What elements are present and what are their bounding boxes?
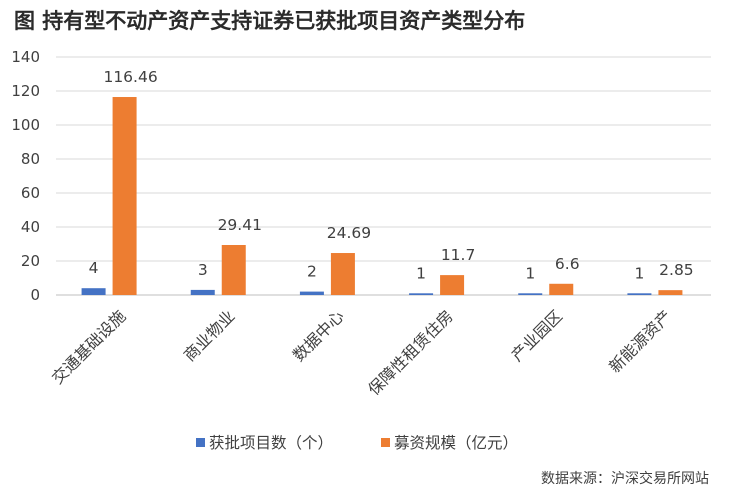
y-tick-label: 20 (21, 252, 40, 270)
y-tick-label: 140 (11, 48, 40, 66)
data-label: 1 (416, 264, 426, 282)
data-label: 2 (307, 263, 317, 281)
legend-swatch (196, 438, 205, 447)
bar-project-count (518, 293, 543, 295)
data-labels: 4 116.46 3 29.41 2 24.69 1 11.7 1 6.6 1 2.85 (89, 68, 694, 282)
x-tick-label: 数据中心 (289, 306, 348, 365)
x-tick-label: 新能源资产 (605, 306, 675, 376)
x-tick-label: 保障性租赁住房 (364, 306, 457, 399)
x-axis-categories: 交通基础设施 商业物业 数据中心 保障性租赁住房 产业园区 新能源资产 (48, 306, 675, 399)
data-label: 29.41 (218, 216, 262, 234)
chart-title: 图 持有型不动产资产支持证券已获批项目资产类型分布 (14, 9, 525, 33)
y-tick-label: 100 (11, 116, 40, 134)
x-tick-label: 商业物业 (180, 306, 239, 365)
y-axis-ticks: 0 20 40 60 80 100 120 140 (11, 48, 40, 304)
y-tick-label: 40 (21, 218, 40, 236)
y-tick-label: 0 (30, 286, 40, 304)
bars (81, 97, 683, 295)
data-label: 24.69 (327, 224, 371, 242)
bar-project-count (81, 288, 106, 295)
data-label: 2.85 (659, 261, 694, 279)
bar-funding-scale (221, 245, 246, 295)
x-tick-label: 交通基础设施 (48, 306, 129, 387)
bar-funding-scale (330, 253, 355, 295)
bar-project-count (190, 289, 215, 295)
legend: 获批项目数（个） 募资规模（亿元） (196, 434, 518, 452)
legend-label: 募资规模（亿元） (394, 434, 518, 452)
data-label: 1 (634, 264, 644, 282)
data-label: 1 (525, 264, 535, 282)
bar-project-count (627, 293, 652, 295)
y-tick-label: 120 (11, 82, 40, 100)
bar-funding-scale (112, 97, 137, 295)
bar-project-count (409, 293, 434, 295)
gridlines (56, 56, 711, 296)
data-label: 11.7 (441, 246, 476, 264)
data-label: 3 (198, 261, 208, 279)
bar-project-count (299, 291, 324, 295)
data-label: 116.46 (103, 68, 157, 86)
legend-label: 获批项目数（个） (209, 434, 333, 452)
x-tick-label: 产业园区 (507, 306, 566, 365)
y-tick-label: 60 (21, 184, 40, 202)
bar-funding-scale (440, 275, 465, 295)
y-tick-label: 80 (21, 150, 40, 168)
bar-funding-scale (658, 290, 683, 295)
data-label: 6.6 (555, 255, 580, 273)
data-label: 4 (89, 259, 99, 277)
legend-swatch (381, 438, 390, 447)
bar-funding-scale (549, 283, 574, 295)
source-note: 数据来源：沪深交易所网站 (541, 470, 709, 487)
